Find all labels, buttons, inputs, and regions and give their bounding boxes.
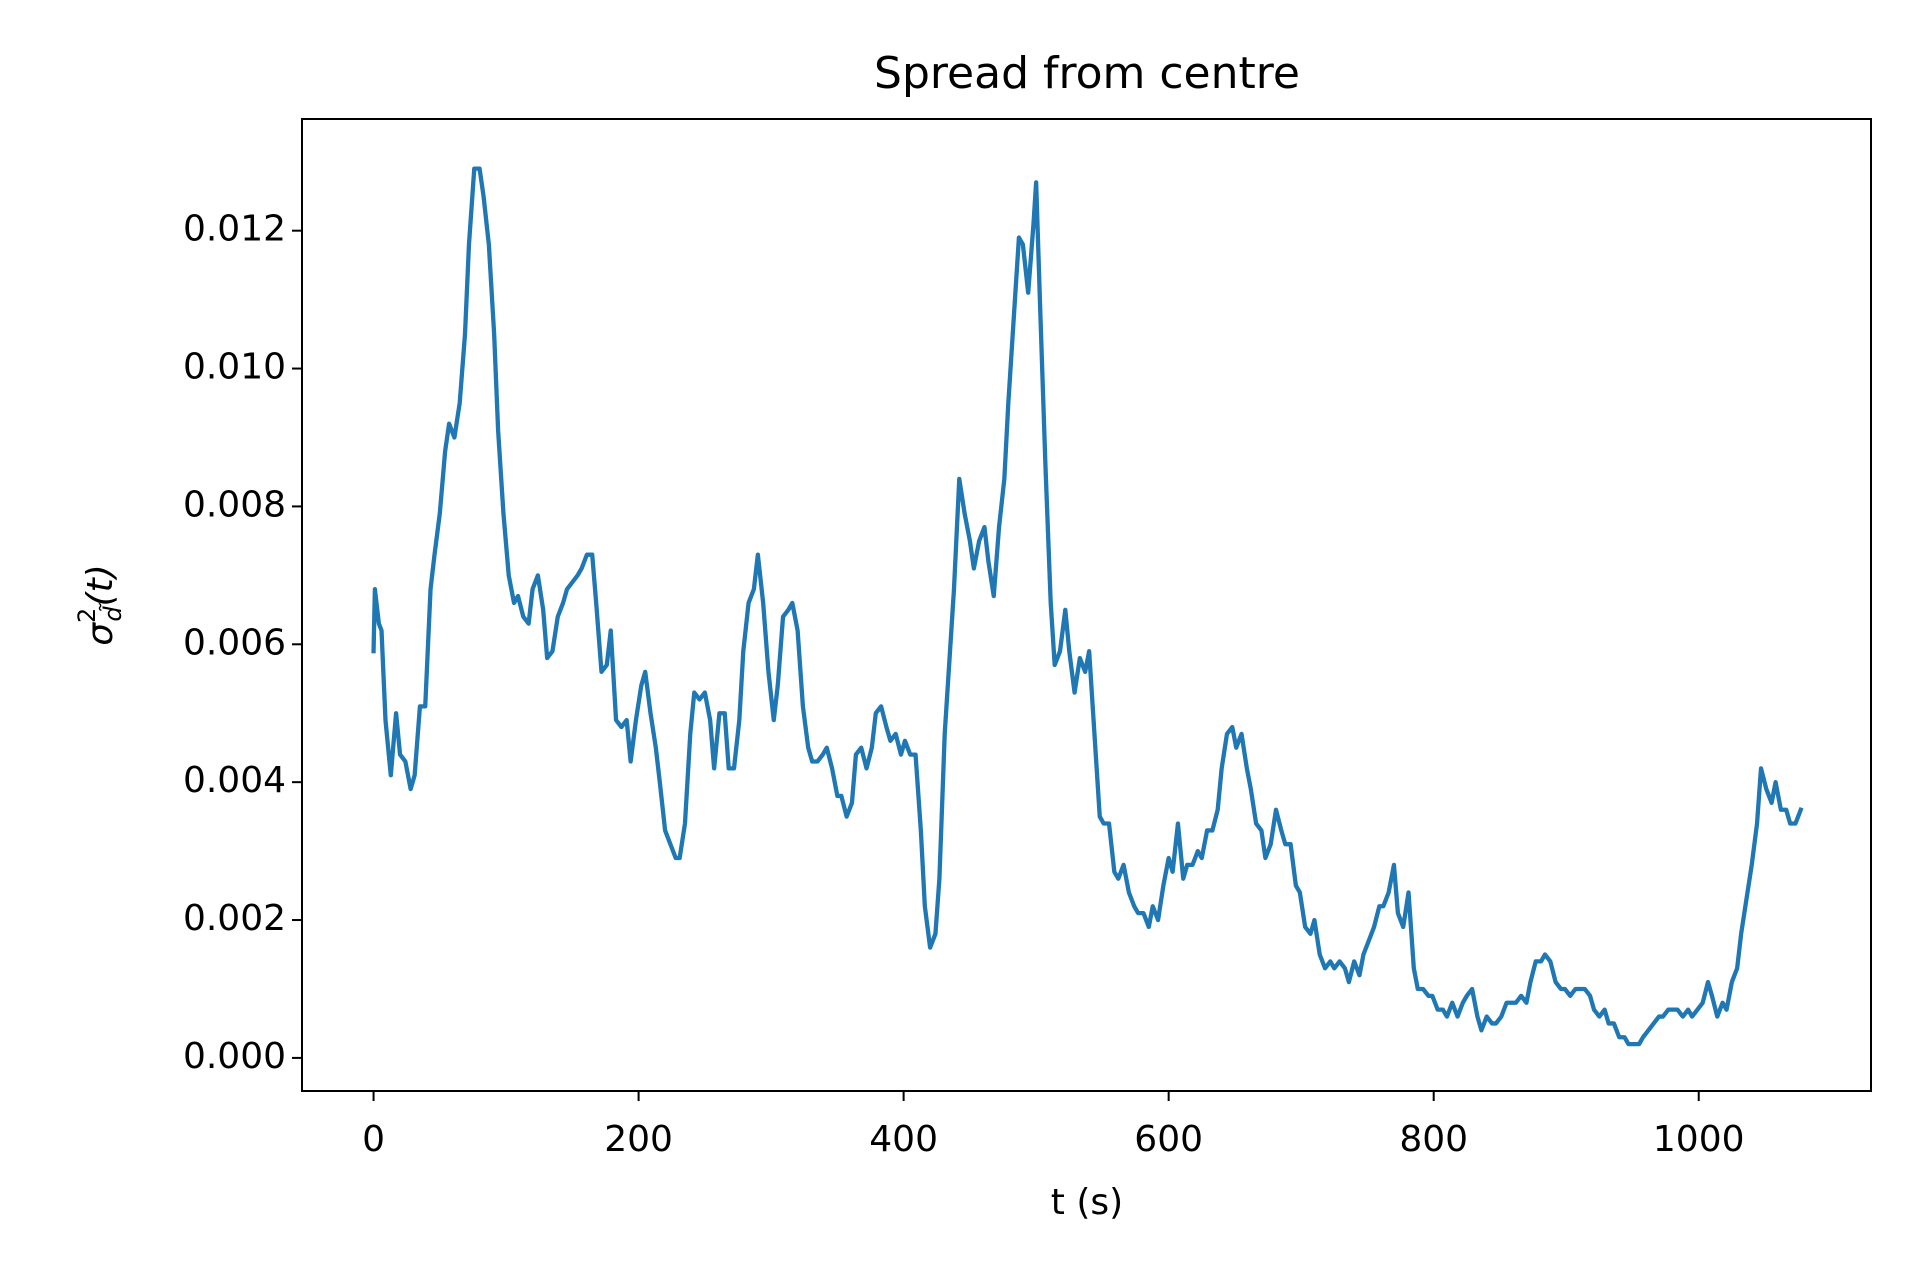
y-tick-label: 0.010 — [183, 347, 286, 388]
x-tick-label: 400 — [869, 1119, 938, 1160]
plot-frame — [301, 118, 1872, 1092]
x-tick-label: 0 — [362, 1119, 385, 1160]
chart-title: Spread from centre — [874, 48, 1300, 99]
y-axis-label: σ2d̃(t) — [73, 564, 127, 646]
y-label-superscript: 2 — [73, 608, 101, 623]
y-label-symbol: σ — [80, 622, 121, 646]
x-tick-label: 800 — [1399, 1119, 1468, 1160]
y-tick-label: 0.012 — [183, 209, 286, 250]
y-label-argument: (t) — [80, 564, 121, 606]
x-tick-label: 200 — [604, 1119, 673, 1160]
x-tick-label: 600 — [1134, 1119, 1203, 1160]
data-line — [371, 166, 1804, 1047]
y-label-subscript: d̃ — [99, 602, 127, 622]
y-tick-label: 0.002 — [183, 898, 286, 939]
y-tick-label: 0.008 — [183, 484, 286, 525]
x-axis-label: t (s) — [1051, 1182, 1123, 1223]
y-tick-label: 0.004 — [183, 760, 286, 801]
y-tick-label: 0.000 — [183, 1036, 286, 1077]
y-tick-label: 0.006 — [183, 622, 286, 663]
x-tick-label: 1000 — [1653, 1119, 1745, 1160]
